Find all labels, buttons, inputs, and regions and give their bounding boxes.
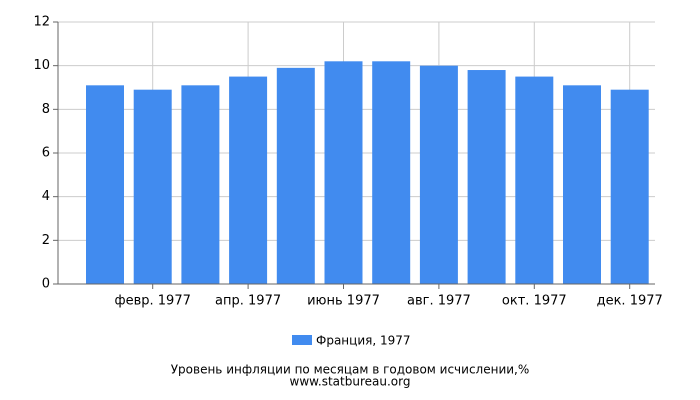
- bar: [324, 61, 363, 284]
- bar: [563, 85, 601, 284]
- y-tick-label: 6: [42, 146, 50, 161]
- x-tick-label: окт. 1977: [502, 294, 567, 309]
- x-tick-label: дек. 1977: [597, 294, 663, 309]
- legend-label: Франция, 1977: [316, 334, 411, 348]
- bar: [610, 89, 649, 284]
- y-tick-label: 0: [42, 277, 50, 292]
- y-tick-label: 2: [42, 233, 50, 248]
- bar: [181, 85, 220, 284]
- x-tick-label: авг. 1977: [407, 294, 471, 309]
- y-tick-label: 10: [33, 58, 50, 73]
- x-tick-label: июнь 1977: [307, 294, 380, 309]
- bar: [133, 89, 172, 284]
- chart-title: Уровень инфляции по месяцам в годовом ис…: [171, 363, 530, 377]
- x-tick-label: апр. 1977: [215, 294, 281, 309]
- y-tick-label: 8: [42, 102, 50, 117]
- chart-subtitle: www.statbureau.org: [290, 375, 411, 389]
- y-tick-label: 12: [33, 15, 50, 30]
- bar: [467, 70, 506, 285]
- bar: [86, 85, 124, 284]
- bar: [229, 76, 268, 284]
- bar: [372, 61, 411, 284]
- x-tick-label: февр. 1977: [115, 294, 191, 309]
- y-tick-label: 4: [42, 189, 50, 204]
- bar: [419, 65, 458, 285]
- legend-swatch: [292, 335, 312, 345]
- bar: [276, 67, 315, 284]
- bar: [515, 76, 554, 284]
